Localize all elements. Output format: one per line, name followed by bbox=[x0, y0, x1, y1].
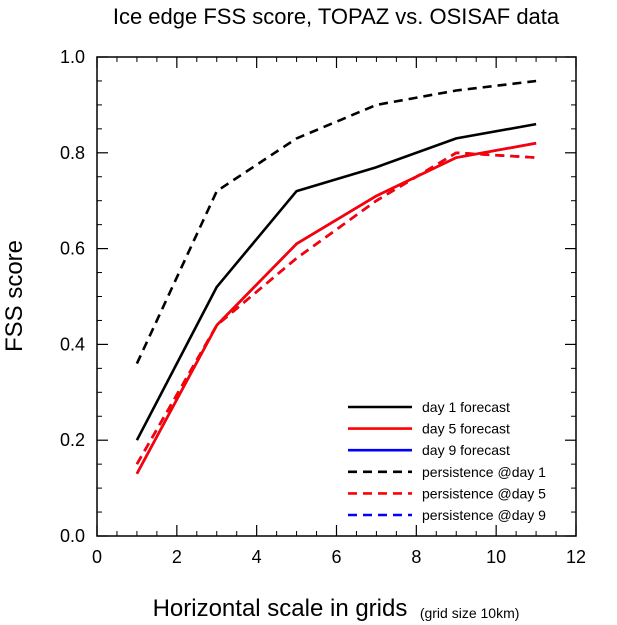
legend-label: persistence @day 5 bbox=[422, 485, 546, 501]
x-tick-label: 0 bbox=[92, 547, 102, 567]
x-tick-label: 10 bbox=[486, 547, 506, 567]
legend-label: persistence @day 9 bbox=[422, 507, 546, 523]
y-axis-label: FSS score bbox=[1, 240, 28, 352]
y-tick-label: 0.2 bbox=[60, 430, 85, 450]
legend-label: day 5 forecast bbox=[422, 421, 510, 437]
x-tick-label: 8 bbox=[411, 547, 421, 567]
legend-label: day 9 forecast bbox=[422, 442, 510, 458]
series-line-persistence-day-9 bbox=[135, 151, 537, 465]
x-axis-label-note: (grid size 10km) bbox=[420, 605, 520, 621]
series-line-persistence-day-1 bbox=[135, 79, 537, 365]
x-axis-label: Horizontal scale in grids bbox=[153, 595, 408, 622]
x-axis-label-group: Horizontal scale in grids (grid size 10k… bbox=[153, 595, 520, 622]
series-line-day-5-forecast bbox=[135, 141, 537, 475]
series-lines bbox=[135, 79, 537, 475]
x-tick-label: 4 bbox=[252, 547, 262, 567]
legend-label: persistence @day 1 bbox=[422, 464, 546, 480]
legend-label: day 1 forecast bbox=[422, 399, 510, 415]
y-tick-label: 0.6 bbox=[60, 239, 85, 259]
x-tick-label: 12 bbox=[566, 547, 586, 567]
x-tick-label: 6 bbox=[331, 547, 341, 567]
axis-ticks: 0 2 4 6 8 10 12 0.0 0.2 0.4 0.6 0.8 1.0 bbox=[60, 47, 586, 567]
series-line-persistence-day-5 bbox=[135, 151, 537, 465]
y-tick-label: 1.0 bbox=[60, 47, 85, 67]
y-tick-label: 0.0 bbox=[60, 526, 85, 546]
series-line-day-1-forecast bbox=[135, 122, 537, 441]
x-tick-label: 2 bbox=[172, 547, 182, 567]
chart-title: Ice edge FSS score, TOPAZ vs. OSISAF dat… bbox=[113, 4, 560, 29]
legend: day 1 forecast day 5 forecast day 9 foreca… bbox=[348, 399, 546, 523]
y-tick-label: 0.4 bbox=[60, 334, 85, 354]
y-tick-label: 0.8 bbox=[60, 143, 85, 163]
